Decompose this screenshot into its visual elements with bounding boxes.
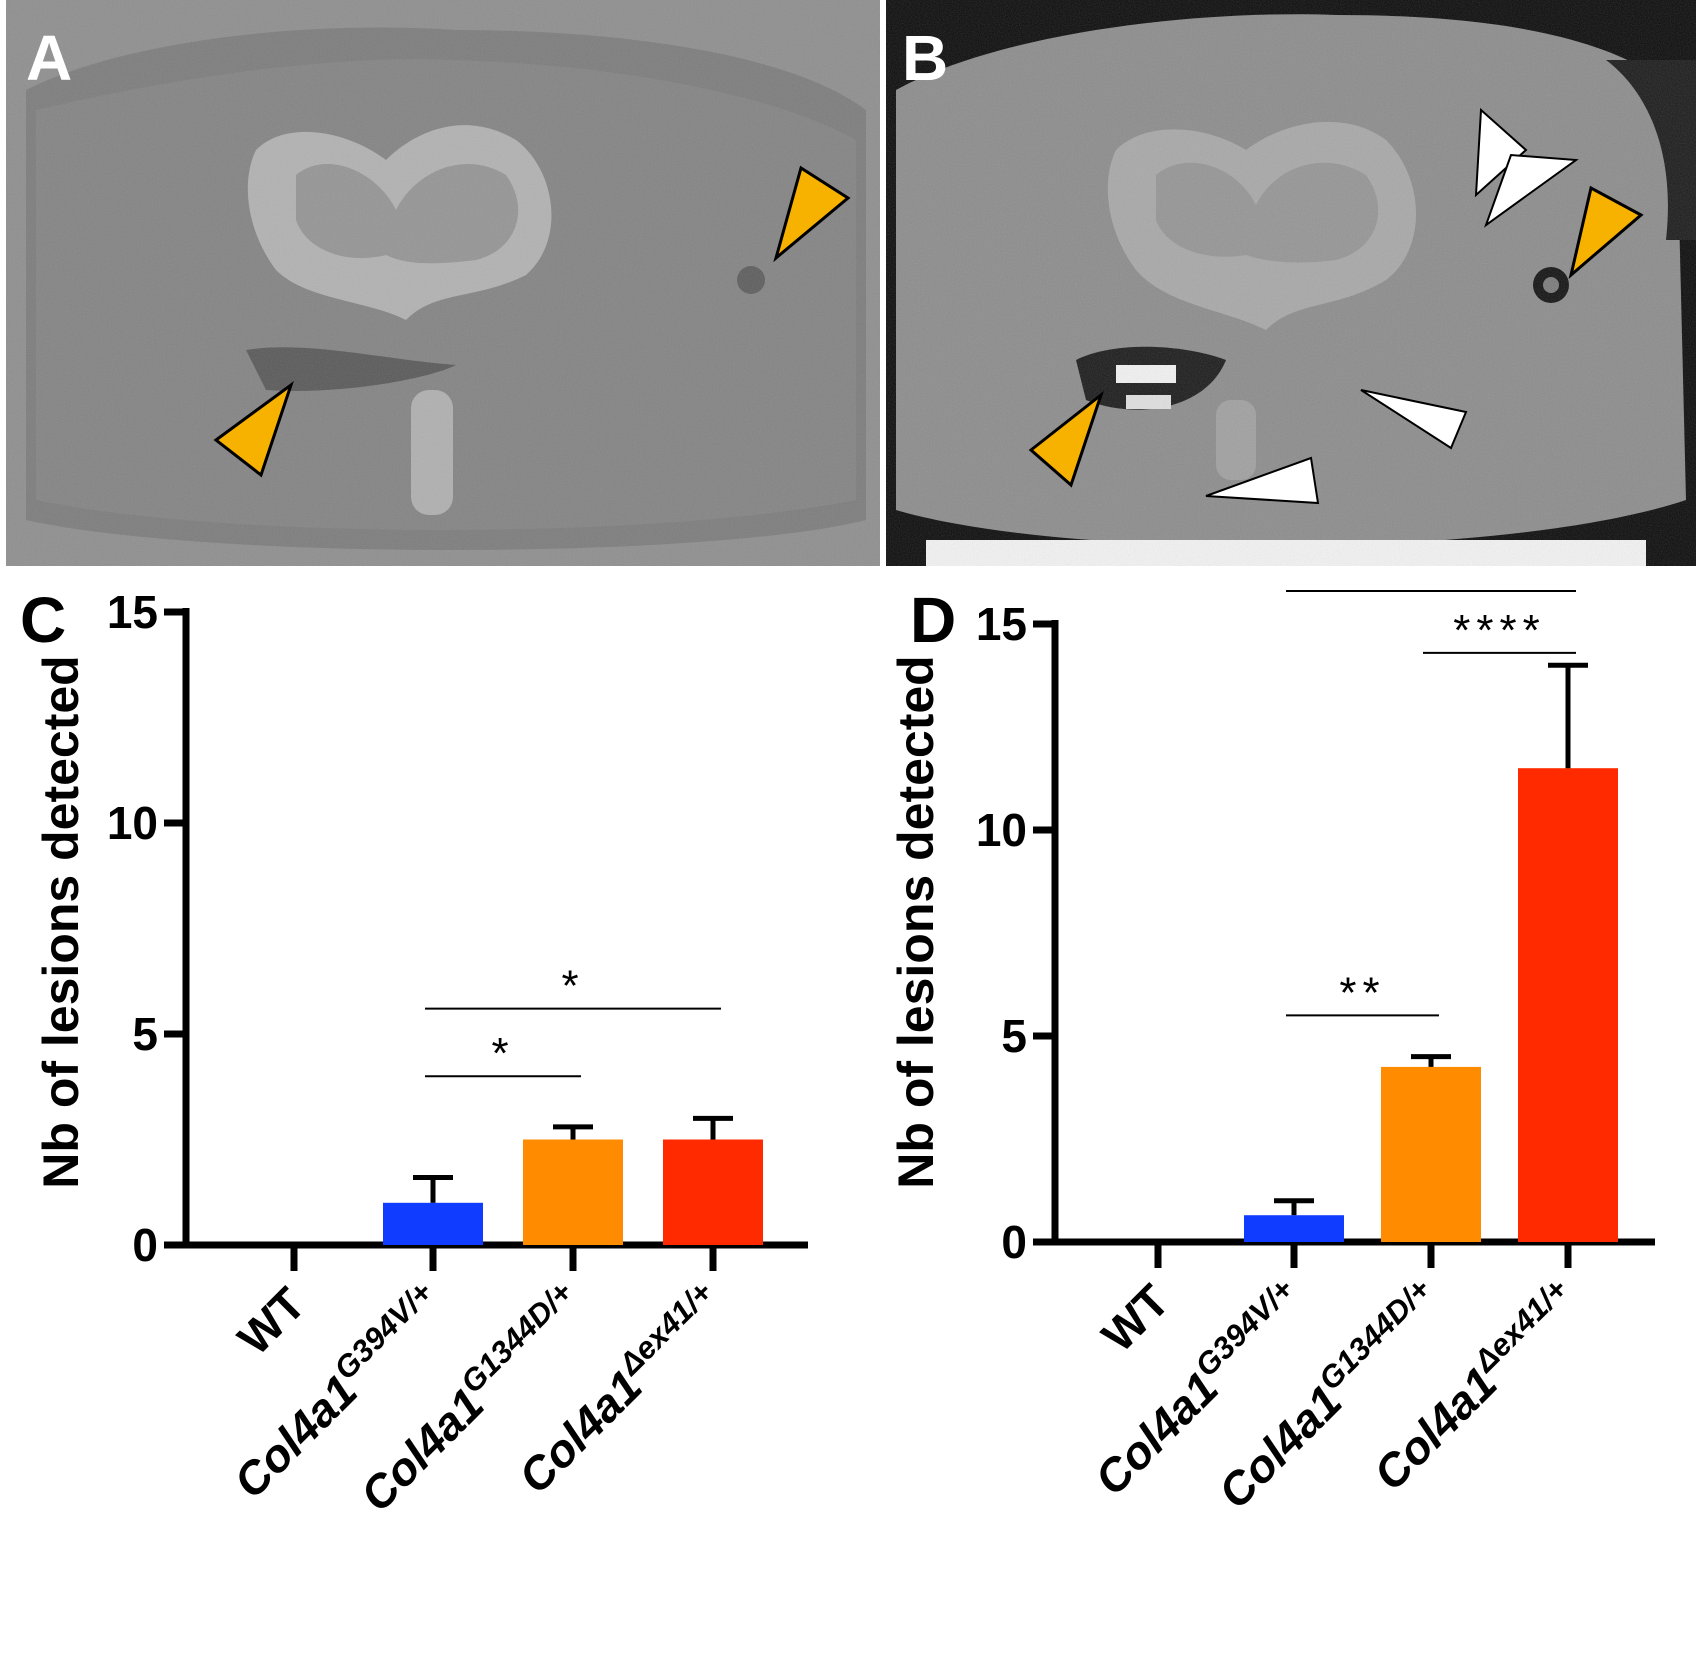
significance-label: *	[491, 1029, 514, 1078]
white-arrowhead-icon	[1205, 456, 1320, 505]
y-tick-label: 10	[976, 804, 1027, 856]
white-arrowhead-icon	[1474, 107, 1528, 198]
white-arrowhead-icon	[1483, 153, 1579, 228]
bar-chart-c: C Nb of lesions detected 0 5 10 15 WT Col4a1G…	[0, 570, 848, 1652]
panel-letter-a: A	[26, 22, 72, 94]
y-tick-label: 15	[976, 598, 1027, 650]
orange-arrowhead-icon	[213, 381, 294, 478]
bar-3	[663, 1139, 763, 1245]
orange-arrowhead-icon	[1028, 390, 1105, 488]
significance-label: ****	[1453, 606, 1546, 655]
x-tick-label: WT	[228, 1277, 315, 1364]
mri-panel-a: A	[6, 0, 880, 566]
significance-label: **	[1339, 968, 1385, 1017]
chart-svg-c: C Nb of lesions detected 051015WTCol4a1G…	[20, 584, 808, 1521]
panel-letter-d: D	[910, 584, 956, 656]
bar-1	[383, 1202, 483, 1245]
y-axis-label: Nb of lesions detected	[33, 655, 89, 1188]
bar-1	[1244, 1215, 1344, 1242]
mri-image-a: A	[6, 0, 880, 566]
significance-label: *	[561, 962, 584, 1011]
y-tick-label: 5	[132, 1008, 158, 1060]
orange-arrowhead-icon	[1568, 185, 1644, 280]
y-tick-label: 15	[107, 586, 158, 638]
significance-label: ****	[1385, 570, 1478, 593]
white-arrowhead-icon	[1360, 389, 1468, 450]
bar-chart-d: D Nb of lesions detected 0 5 10 15 WT Col4a1G…	[860, 544, 1696, 1652]
y-tick-label: 5	[1001, 1010, 1027, 1062]
panel-letter-b: B	[902, 22, 948, 94]
mri-image-b: B	[886, 0, 1696, 566]
bar-2	[1381, 1066, 1481, 1242]
y-tick-label: 0	[132, 1219, 158, 1271]
bar-3	[1518, 768, 1618, 1242]
y-axis-label: Nb of lesions detected	[888, 655, 944, 1188]
chart-svg-d: D Nb of lesions detected 051015WTCol4a1G…	[888, 544, 1655, 1518]
x-tick-label: WT	[1092, 1274, 1179, 1361]
bar-2	[523, 1139, 623, 1245]
orange-arrowhead-icon	[773, 165, 851, 263]
panel-letter-c: C	[20, 584, 66, 656]
y-tick-label: 0	[1001, 1216, 1027, 1268]
y-tick-label: 10	[107, 797, 158, 849]
mri-panel-b: B	[886, 0, 1696, 566]
